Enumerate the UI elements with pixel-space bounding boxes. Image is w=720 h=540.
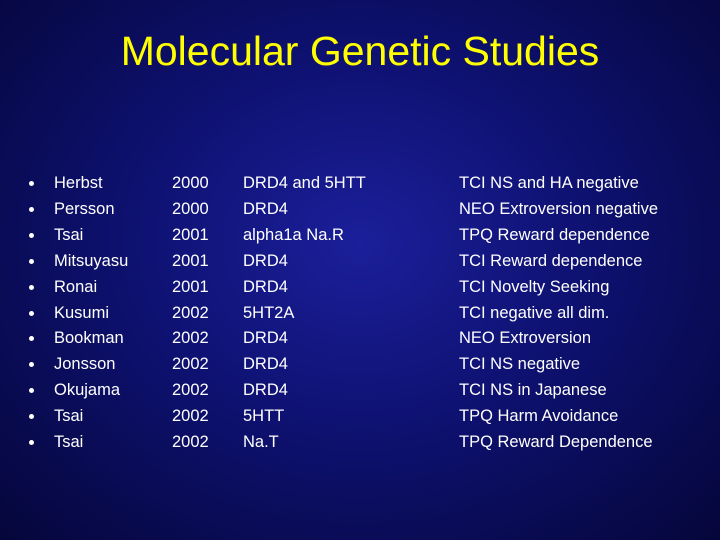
year: 2000 bbox=[172, 199, 209, 218]
gene: DRD4 bbox=[243, 251, 288, 270]
bullet bbox=[29, 414, 34, 420]
finding: TPQ Reward Dependence bbox=[459, 433, 653, 451]
year: 2001 bbox=[172, 225, 209, 244]
year: 2002 bbox=[172, 381, 209, 400]
year: 2002 bbox=[172, 303, 209, 322]
finding: TCI Reward dependence bbox=[459, 251, 643, 270]
gene: DRD4 and 5HTT bbox=[243, 174, 366, 192]
bullet bbox=[29, 181, 34, 186]
year: 2002 bbox=[172, 433, 209, 451]
bullet bbox=[29, 336, 34, 342]
author: Okujama bbox=[54, 381, 121, 400]
gene: DRD4 bbox=[243, 277, 288, 296]
year: 2002 bbox=[172, 355, 209, 374]
gene: DRD4 bbox=[243, 355, 288, 374]
finding: TCI negative all dim. bbox=[459, 303, 610, 322]
bullet bbox=[29, 258, 34, 264]
gene: DRD4 bbox=[243, 199, 288, 218]
gene: 5HTT bbox=[243, 407, 285, 426]
finding: NEO Extroversion negative bbox=[459, 199, 659, 218]
bullet bbox=[29, 440, 34, 445]
author: Kusumi bbox=[54, 303, 110, 322]
finding: TPQ Harm Avoidance bbox=[459, 407, 619, 426]
gene: DRD4 bbox=[243, 381, 288, 400]
author: Bookman bbox=[54, 329, 124, 348]
bullet bbox=[29, 206, 34, 212]
finding: TCI NS negative bbox=[459, 355, 581, 374]
finding: TCI Novelty Seeking bbox=[459, 277, 610, 296]
year: 2001 bbox=[172, 251, 209, 270]
author: Tsai bbox=[54, 433, 84, 451]
gene: alpha1a Na.R bbox=[243, 225, 344, 244]
year: 2002 bbox=[172, 407, 209, 426]
author: Ronai bbox=[54, 277, 98, 296]
finding: TPQ Reward dependence bbox=[459, 225, 650, 244]
gene: DRD4 bbox=[243, 329, 288, 348]
finding: NEO Extroversion bbox=[459, 329, 592, 348]
year: 2001 bbox=[172, 277, 209, 296]
author: Herbst bbox=[54, 174, 103, 192]
author: Persson bbox=[54, 199, 115, 218]
author: Jonsson bbox=[54, 355, 116, 374]
finding: TCI NS and HA negative bbox=[459, 174, 639, 192]
bullet bbox=[29, 388, 34, 394]
gene: Na.T bbox=[243, 433, 279, 451]
bullet bbox=[29, 284, 34, 290]
bullet bbox=[29, 310, 34, 316]
author: Tsai bbox=[54, 225, 84, 244]
author: Mitsuyasu bbox=[54, 251, 129, 270]
year: 2002 bbox=[172, 329, 209, 348]
year: 2000 bbox=[172, 174, 209, 192]
author: Tsai bbox=[54, 407, 84, 426]
gene: 5HT2A bbox=[243, 303, 295, 322]
bullet bbox=[29, 232, 34, 238]
slide-title: Molecular Genetic Studies bbox=[120, 28, 600, 74]
finding: TCI NS in Japanese bbox=[459, 381, 607, 400]
bullet bbox=[29, 362, 34, 368]
